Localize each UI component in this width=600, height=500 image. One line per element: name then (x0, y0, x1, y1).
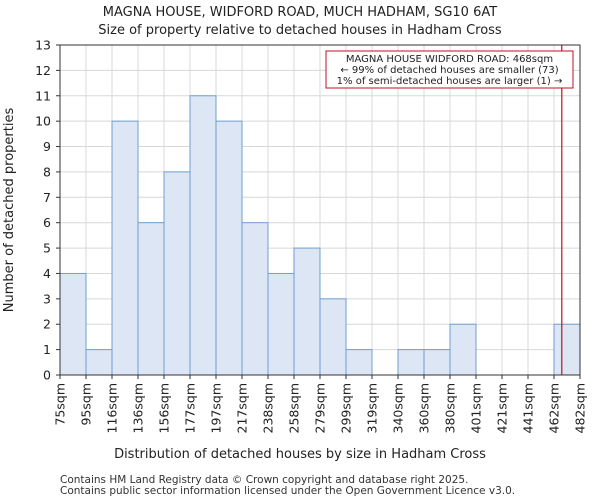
x-axis-label: Distribution of detached houses by size … (114, 447, 486, 462)
bar-360sqm (423, 349, 451, 376)
x-tick-label: 380sqm (443, 383, 458, 433)
x-tick-label: 319sqm (365, 383, 380, 433)
bar-217sqm (241, 222, 269, 376)
chart-title: MAGNA HOUSE, WIDFORD ROAD, MUCH HADHAM, … (103, 5, 497, 20)
chart-subtitle: Size of property relative to detached ho… (98, 23, 502, 38)
bar-197sqm (215, 120, 243, 376)
x-tick-label: 299sqm (339, 383, 354, 433)
x-tick-label: 462sqm (547, 383, 562, 433)
bar-95sqm (85, 349, 113, 376)
y-tick-label: 5 (43, 241, 51, 256)
y-tick-label: 10 (35, 114, 51, 129)
x-tick-label: 197sqm (209, 383, 224, 433)
x-tick-label: 156sqm (157, 383, 172, 433)
footer-line-2: Contains public sector information licen… (60, 485, 515, 497)
y-tick-label: 4 (43, 266, 51, 281)
x-tick-label: 238sqm (261, 383, 276, 433)
x-tick-label: 136sqm (131, 383, 146, 433)
y-tick-label: 6 (43, 215, 51, 230)
bar-75sqm (59, 272, 87, 376)
x-tick-label: 482sqm (573, 383, 588, 433)
x-tick-label: 279sqm (313, 383, 328, 433)
x-tick-label: 75sqm (53, 383, 68, 426)
x-tick-label: 441sqm (521, 383, 536, 433)
y-axis-label: Number of detached properties (2, 108, 17, 313)
x-tick-label: 401sqm (469, 383, 484, 433)
y-tick-label: 0 (43, 368, 51, 383)
y-tick-label: 1 (43, 342, 51, 357)
y-tick-label: 3 (43, 291, 51, 306)
y-tick-label: 11 (35, 88, 51, 103)
bar-177sqm (189, 95, 217, 376)
y-tick-label: 8 (43, 164, 51, 179)
y-tick-label: 13 (35, 38, 51, 53)
bar-136sqm (137, 222, 165, 376)
x-tick-label: 95sqm (79, 383, 94, 426)
bar-116sqm (111, 120, 139, 376)
y-tick-label: 2 (43, 317, 51, 332)
x-axis-ticks: 75sqm 95sqm 116sqm 136sqm 156sqm 177sqm 197sqm… (53, 375, 588, 433)
annotation-box: MAGNA HOUSE WIDFORD ROAD: 468sqm ← 99% o… (325, 50, 574, 89)
bar-380sqm (449, 323, 477, 376)
footer-line-1: Contains HM Land Registry data © Crown c… (60, 474, 468, 486)
x-tick-label: 340sqm (391, 383, 406, 433)
bar-279sqm (319, 298, 347, 376)
x-tick-label: 258sqm (287, 383, 302, 433)
bars (59, 95, 581, 376)
bar-238sqm (267, 272, 295, 376)
x-tick-label: 360sqm (417, 383, 432, 433)
bar-258sqm (293, 247, 321, 376)
y-tick-label: 7 (43, 190, 51, 205)
bar-299sqm (345, 349, 373, 376)
bar-340sqm (397, 349, 425, 376)
x-tick-label: 421sqm (495, 383, 510, 433)
y-tick-label: 12 (35, 63, 51, 78)
bar-462sqm (553, 323, 581, 376)
y-tick-label: 9 (43, 139, 51, 154)
annotation-line-2: ← 99% of detached houses are smaller (73… (340, 65, 558, 76)
x-tick-label: 217sqm (235, 383, 250, 433)
x-tick-label: 177sqm (183, 383, 198, 433)
bar-156sqm (163, 171, 191, 376)
annotation-line-1: MAGNA HOUSE WIDFORD ROAD: 468sqm (346, 54, 553, 65)
annotation-line-3: 1% of semi-detached houses are larger (1… (337, 76, 563, 87)
x-tick-label: 116sqm (105, 383, 120, 433)
